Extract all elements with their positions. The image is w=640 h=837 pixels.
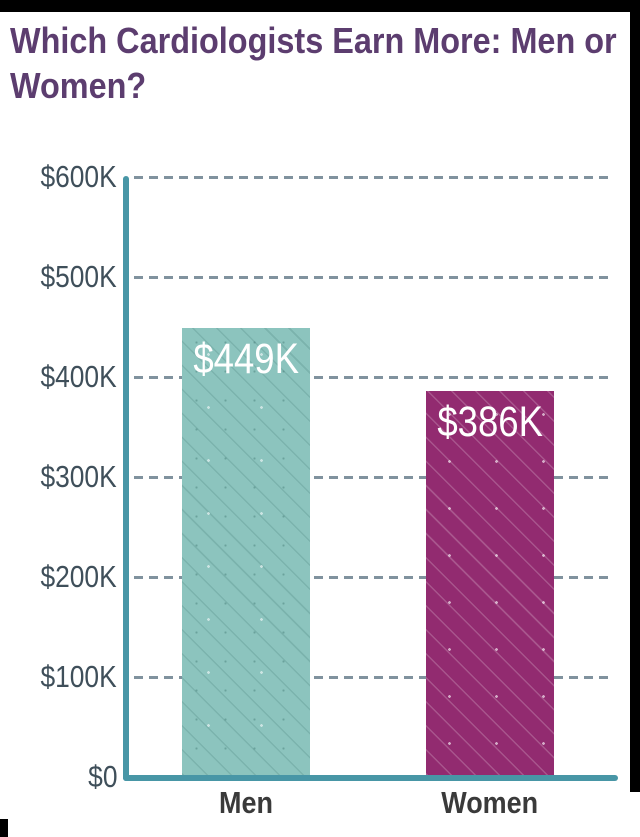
- chart-title-line-2: Women?: [10, 65, 147, 106]
- top-border-strip: [0, 0, 640, 12]
- gridline-400k: [134, 376, 612, 379]
- y-axis-line: [123, 176, 129, 781]
- gridline-200k: [134, 576, 612, 579]
- bar-value-label-women: $386K: [437, 398, 543, 446]
- right-border-strip: [630, 0, 640, 792]
- y-tick-label: $200K: [40, 559, 117, 594]
- gridline-600k: [134, 176, 612, 179]
- category-label-women-text: Women: [441, 785, 539, 820]
- y-tick-label: $100K: [40, 659, 117, 694]
- y-tick-label: $300K: [40, 459, 117, 494]
- bar-men: $449K: [182, 328, 310, 775]
- y-tick-label: $500K: [40, 259, 117, 294]
- y-tick-label: $0: [87, 759, 117, 794]
- category-label-women: Women: [426, 785, 554, 821]
- chart-title: Which Cardiologists Earn More: Men or Wo…: [10, 18, 617, 108]
- y-tick-label: $400K: [40, 359, 117, 394]
- category-label-men: Men: [182, 785, 310, 821]
- bottom-left-border-strip: [0, 819, 8, 837]
- x-axis-line: [123, 775, 618, 781]
- gridline-500k: [134, 276, 612, 279]
- chart-title-line-1: Which Cardiologists Earn More: Men or: [10, 20, 617, 61]
- bar-women: $386K: [426, 391, 554, 775]
- category-label-men-text: Men: [219, 785, 273, 820]
- gridline-100k: [134, 676, 612, 679]
- y-tick-label: $600K: [40, 159, 117, 194]
- bar-value-label-men: $449K: [193, 335, 299, 383]
- gridline-300k: [134, 476, 612, 479]
